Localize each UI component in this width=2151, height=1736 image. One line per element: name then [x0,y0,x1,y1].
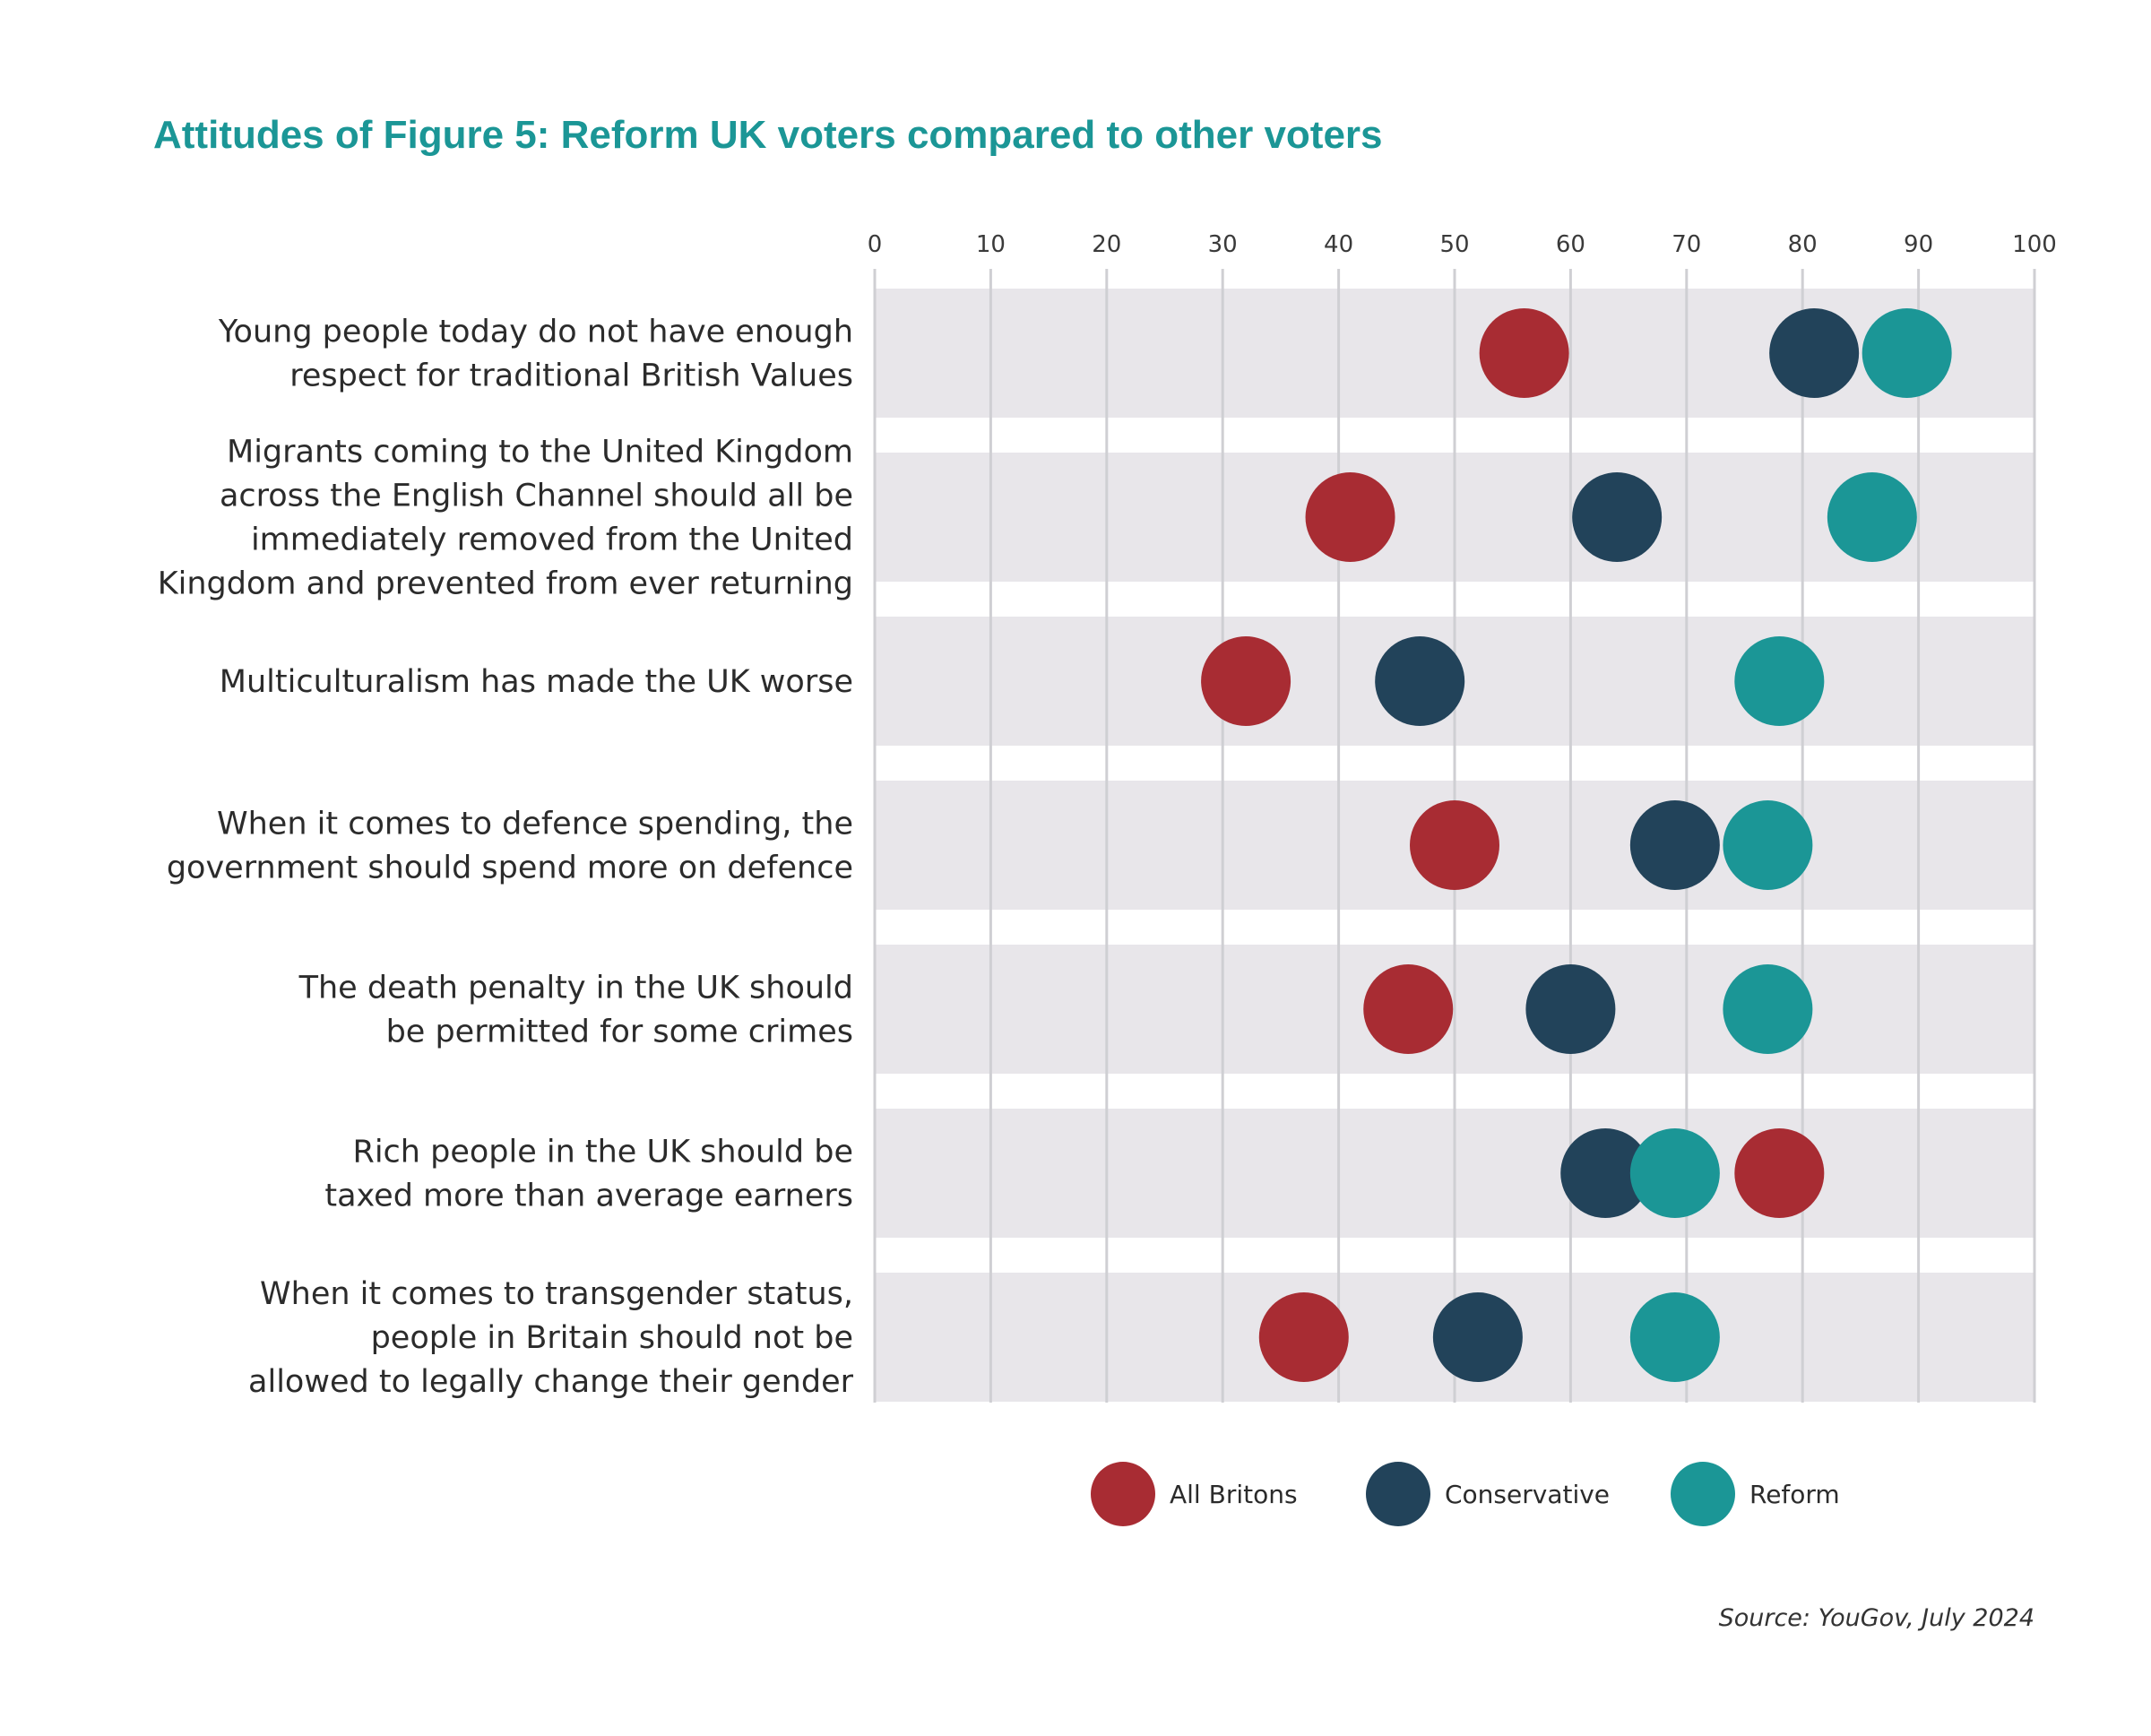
x-tick-label: 30 [1208,231,1238,258]
category-label-line: Young people today do not have enough [218,315,853,350]
category-label: Migrants coming to the United Kingdom acr… [158,435,853,602]
legend-item: All Britons [1091,1462,1298,1526]
data-point-all-britons [1734,1128,1825,1218]
data-point-reform [1629,1128,1720,1218]
data-point-conservative [1572,472,1663,562]
legend: All Britons Conservative Reform [1091,1462,1840,1526]
data-point-reform [1629,1292,1720,1382]
category-label-line: When it comes to transgender status, [260,1276,853,1312]
legend-marker [1671,1462,1735,1526]
x-axis-ticks: 0 10 20 30 40 50 60 70 80 90 100 [868,231,2057,258]
category-label-line: respect for traditional British Values [289,358,853,394]
data-point-all-britons [1479,308,1569,398]
data-point-conservative [1769,308,1860,398]
data-point-reform [1723,800,1813,890]
category-label-line: be permitted for some crimes [386,1015,853,1050]
category-label-line: people in Britain should not be [371,1320,853,1356]
x-tick-label: 40 [1324,231,1353,258]
data-point-reform [1862,308,1952,398]
legend-label: Reform [1749,1480,1840,1509]
data-point-reform [1723,964,1813,1054]
x-tick-label: 90 [1904,231,1933,258]
x-tick-label: 10 [976,231,1006,258]
data-point-all-britons [1410,800,1499,890]
category-label: The death penalty in the UK should be per… [298,971,853,1050]
chart-title: Attitudes of Figure 5: Reform UK voters … [153,113,1383,157]
category-label: Young people today do not have enough res… [218,315,853,394]
legend-item: Conservative [1366,1462,1610,1526]
data-point-all-britons [1305,472,1395,562]
category-label-line: The death penalty in the UK should [298,971,853,1006]
data-points [1201,308,1952,1382]
category-label: When it comes to transgender status, peop… [248,1276,854,1400]
legend-label: Conservative [1445,1480,1610,1509]
x-tick-label: 70 [1672,231,1701,258]
legend-marker [1366,1462,1430,1526]
data-point-conservative [1560,1128,1651,1218]
category-label-line: taxed more than average earners [324,1179,853,1214]
data-point-all-britons [1201,636,1291,726]
legend-item: Reform [1671,1462,1840,1526]
data-point-conservative [1375,636,1465,726]
x-tick-label: 0 [868,231,883,258]
data-point-reform [1827,472,1917,562]
data-point-all-britons [1258,1292,1349,1382]
category-labels: Young people today do not have enough res… [158,315,854,1401]
x-tick-label: 100 [2012,231,2057,258]
category-label-line: Kingdom and prevented from ever returnin… [158,566,853,602]
data-point-reform [1734,636,1825,726]
category-label-line: Multiculturalism has made the UK worse [220,664,853,700]
data-point-conservative [1629,800,1720,890]
category-label-line: government should spend more on defence [167,851,853,886]
category-label: Multiculturalism has made the UK worse [220,664,853,700]
category-label-line: Rich people in the UK should be [353,1135,853,1170]
source-note: Source: YouGov, July 2024 [1718,1604,2034,1632]
x-tick-label: 20 [1092,231,1121,258]
category-label-line: Migrants coming to the United Kingdom [227,435,853,471]
category-label-line: across the English Channel should all be [220,479,853,514]
data-point-all-britons [1363,964,1454,1054]
category-label: When it comes to defence spending, the go… [167,807,853,886]
x-tick-label: 80 [1788,231,1818,258]
x-tick-label: 60 [1556,231,1585,258]
category-label: Rich people in the UK should be taxed mor… [324,1135,853,1214]
category-label-line: immediately removed from the United [251,523,853,558]
legend-marker [1091,1462,1155,1526]
data-point-conservative [1432,1292,1523,1382]
category-label-line: allowed to legally change their gender [248,1364,854,1400]
x-tick-label: 50 [1439,231,1469,258]
category-label-line: When it comes to defence spending, the [217,807,853,842]
data-point-conservative [1525,964,1616,1054]
legend-label: All Britons [1170,1480,1298,1509]
